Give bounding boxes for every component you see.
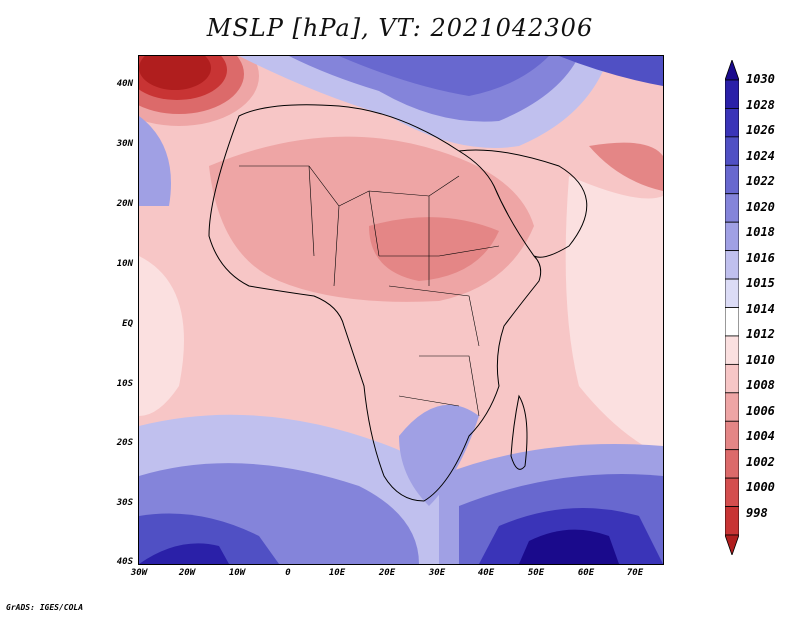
legend-swatch: [725, 108, 739, 138]
lon-label-30w: 30W: [130, 568, 148, 578]
legend-level-label: 1026: [746, 123, 775, 137]
legend-swatch: [725, 307, 739, 337]
legend-level-label: 1028: [746, 97, 775, 112]
legend-level-label: 1000: [746, 480, 775, 494]
lat-label-10n: 10N: [116, 259, 133, 269]
legend-level-label: 1008: [746, 378, 775, 392]
legend-swatch: [725, 477, 739, 507]
legend-level-label: 1020: [746, 199, 775, 214]
legend-level-label: 1030: [746, 72, 775, 86]
lat-label-eq: EQ: [122, 319, 133, 329]
legend-swatch: [725, 449, 739, 479]
legend-swatch: [725, 335, 739, 365]
lon-label-10w: 10W: [228, 568, 246, 578]
country-borders: [239, 165, 500, 417]
lat-label-20n: 20N: [116, 199, 133, 209]
lat-label-40s: 40S: [116, 557, 133, 567]
legend-level-label: 1016: [746, 250, 775, 265]
legend-level-label: 1022: [746, 174, 775, 188]
west-atlantic-high: [139, 116, 171, 206]
legend-swatch: [725, 278, 739, 308]
legend-level-label: 1024: [746, 148, 775, 163]
lon-label-30e: 30E: [428, 568, 446, 578]
legend-arrow-bottom: [725, 534, 739, 555]
legend-level-label: 1015: [746, 276, 775, 290]
lat-label-10s: 10S: [116, 379, 133, 389]
med-high-core: [339, 56, 549, 96]
legend-level-label: 1010: [746, 352, 775, 367]
sahel-deep-low: [369, 217, 499, 281]
color-legend: [725, 60, 739, 555]
credit-text: GrADS: IGES/COLA: [6, 603, 84, 612]
ne-high: [559, 56, 663, 86]
lon-label-50e: 50E: [527, 568, 545, 578]
legend-swatch: [725, 193, 739, 223]
legend-level-label: 1014: [746, 301, 775, 316]
legend-swatch: [725, 136, 739, 166]
legend-swatch: [725, 420, 739, 451]
legend-swatch: [725, 79, 739, 109]
pressure-map: [138, 55, 664, 565]
lat-label-30n: 30N: [116, 139, 133, 149]
legend-level-label: 1012: [746, 327, 775, 341]
legend-swatch: [725, 506, 739, 536]
indian-ocean-high-core: [519, 529, 619, 564]
legend-swatch: [725, 164, 739, 195]
legend-level-label: 1004: [746, 429, 775, 443]
sw-high-core: [139, 543, 229, 564]
legend-level-label: 998: [746, 505, 768, 520]
map-title: MSLP [hPa], VT: 2021042306: [206, 14, 594, 42]
east-ocean-band: [565, 176, 663, 456]
lat-label-20s: 20S: [116, 438, 133, 448]
legend-swatch: [725, 250, 739, 280]
lon-label-20w: 20W: [178, 568, 196, 578]
arabia-coastline: [458, 149, 588, 258]
lon-label-20e: 20E: [378, 568, 396, 578]
lon-label-60e: 60E: [577, 568, 595, 578]
legend-level-label: 1002: [746, 454, 775, 469]
legend-swatch: [725, 363, 739, 394]
arabia-low: [589, 142, 663, 191]
south-africa-high: [399, 404, 479, 506]
lon-label-10e: 10E: [328, 568, 346, 578]
africa-coastline: [208, 104, 542, 502]
lon-label-0: 0: [285, 568, 291, 578]
madagascar-coastline: [510, 394, 528, 470]
pressure-field: [139, 56, 663, 564]
legend-level-label: 1018: [746, 225, 775, 239]
legend-swatch: [725, 392, 739, 422]
lon-label-70e: 70E: [626, 568, 644, 578]
lat-label-30s: 30S: [116, 498, 133, 508]
west-ocean-band: [139, 256, 184, 416]
lon-label-40e: 40E: [477, 568, 495, 578]
legend-arrow-top: [725, 60, 739, 81]
high-ring-4: [139, 56, 211, 90]
legend-level-label: 1006: [746, 403, 775, 418]
lat-label-40n: 40N: [116, 79, 133, 89]
legend-swatch: [725, 221, 739, 252]
